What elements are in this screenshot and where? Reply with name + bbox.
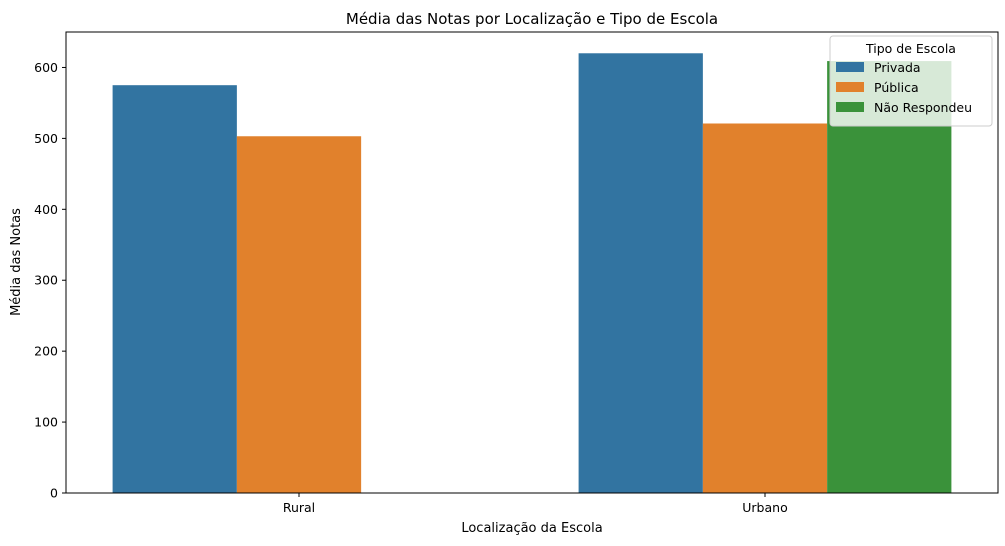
legend-swatch: [836, 82, 864, 92]
legend: Tipo de Escola Privada Pública Não Respond…: [829, 35, 993, 127]
chart-title: Média das Notas por Localização e Tipo d…: [346, 10, 718, 28]
legend-items: Privada Pública Não Respondeu: [836, 60, 972, 115]
legend-label: Privada: [874, 60, 921, 75]
legend-title: Tipo de Escola: [865, 41, 956, 56]
y-tick-label: 100: [34, 415, 58, 430]
y-tick-label: 0: [50, 486, 58, 501]
y-tick-label: 500: [34, 131, 58, 146]
bar-urbano-1: [702, 123, 828, 493]
y-axis: 0 100 200 300 400 500 600: [34, 60, 66, 501]
legend-label: Pública: [874, 80, 919, 95]
plot-frame: [65, 31, 999, 494]
legend-label: Não Respondeu: [874, 100, 972, 115]
y-tick-label: 400: [34, 202, 58, 217]
bar-urbano-0: [578, 53, 703, 494]
y-tick-label: 600: [34, 60, 58, 75]
legend-swatch: [836, 62, 864, 72]
x-tick-label: Urbano: [742, 500, 787, 515]
bar-rural-1: [236, 136, 362, 493]
x-tick-label: Rural: [283, 500, 315, 515]
bar-urbano-2: [827, 61, 952, 493]
y-tick-label: 200: [34, 344, 58, 359]
bars-group: [112, 53, 952, 494]
bar-rural-0: [112, 85, 237, 493]
x-axis: Rural Urbano: [283, 493, 788, 515]
x-axis-label: Localização da Escola: [461, 521, 602, 536]
legend-box: [829, 35, 993, 127]
legend-swatch: [836, 102, 864, 112]
y-axis-label: Média das Notas: [9, 208, 24, 316]
y-tick-label: 300: [34, 273, 58, 288]
